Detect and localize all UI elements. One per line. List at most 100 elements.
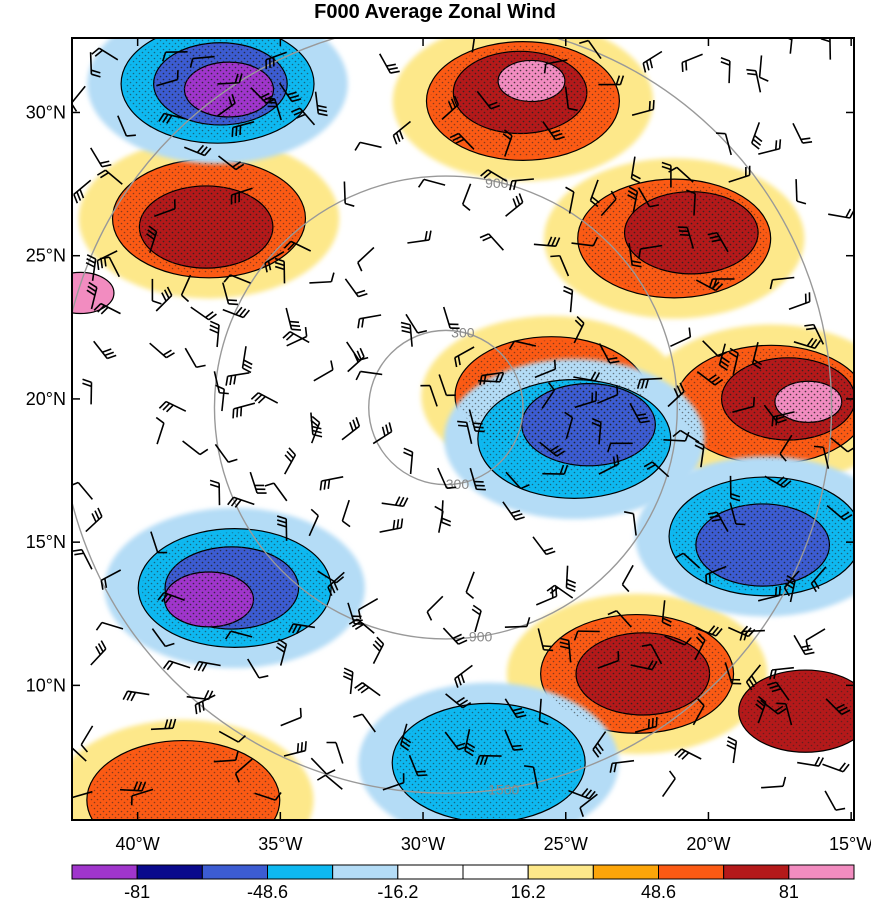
wind-barb — [631, 99, 655, 116]
wind-barb — [825, 698, 851, 716]
range-ring — [213, 175, 678, 640]
wind-barb — [158, 400, 187, 413]
range-ring — [72, 38, 833, 794]
wind-barb — [739, 629, 765, 641]
wind-barb — [85, 254, 97, 281]
wind-barb — [184, 347, 206, 369]
wind-barb — [454, 346, 475, 368]
wind-barb — [830, 437, 854, 453]
wind-barb — [347, 347, 365, 373]
significance-stipple — [90, 744, 277, 820]
wind-barb — [668, 166, 694, 183]
x-tick-label: 40°W — [116, 834, 160, 854]
wind-barb — [379, 53, 400, 74]
wind-barb — [72, 481, 94, 500]
wind-barb — [457, 420, 473, 444]
wind-barb — [442, 306, 460, 330]
wind-barb — [564, 411, 574, 440]
wind-barb — [392, 120, 412, 145]
wind-barb — [598, 343, 620, 364]
wind-barb — [826, 504, 853, 521]
wind-barb — [284, 447, 297, 475]
wind-barb — [426, 595, 444, 621]
wind-barb — [664, 635, 692, 646]
wind-barb — [534, 359, 557, 379]
wind-barb — [502, 129, 513, 157]
x-tick-label: 25°W — [544, 834, 588, 854]
colorbar-swatch — [332, 864, 399, 880]
wind-barb — [341, 499, 351, 528]
wind-barb — [405, 313, 428, 334]
wind-barb — [793, 337, 822, 349]
wind-barb — [461, 183, 472, 211]
range-ring-label: 300 — [446, 476, 470, 492]
wind-barb — [598, 454, 620, 475]
wind-barb — [319, 476, 344, 491]
range-ring-label: 1500 — [515, 25, 546, 41]
wind-barb — [150, 718, 177, 731]
colorbar-label: 48.6 — [641, 882, 676, 900]
wind-barb — [638, 244, 663, 259]
wind-barb — [804, 323, 825, 345]
wind-barb — [573, 316, 585, 344]
wind-barb — [630, 660, 658, 671]
wind-barb — [543, 59, 568, 74]
wind-barb — [471, 38, 477, 53]
wind-barb — [247, 658, 269, 679]
wind-barb — [130, 788, 154, 806]
wind-barb — [341, 417, 361, 441]
significance-stipple — [430, 45, 616, 157]
wind-barb — [623, 510, 637, 536]
wind-barb — [372, 422, 393, 445]
wind-barb — [250, 392, 279, 404]
wind-barb — [538, 698, 549, 726]
wind-barb — [769, 666, 794, 680]
wind-barb — [661, 770, 676, 798]
wind-barb — [275, 638, 288, 666]
wind-barb — [151, 278, 162, 305]
wind-barb — [231, 121, 255, 138]
wind-barb — [93, 302, 121, 315]
wind-barb — [213, 750, 239, 763]
wind-barb — [568, 787, 596, 800]
wind-barb — [600, 190, 617, 217]
wind-barb — [480, 169, 508, 182]
plot-frame — [71, 37, 855, 821]
significance-stipple — [395, 707, 582, 819]
wind-barb — [417, 178, 446, 188]
range-ring-label: 900 — [485, 175, 509, 191]
wind-barb — [782, 38, 794, 54]
wind-barb — [573, 371, 601, 382]
wind-barb — [218, 730, 246, 743]
x-axis: 40°W 35°W 30°W 25°W 20°W 15°W — [116, 38, 871, 854]
wind-barb — [149, 342, 175, 359]
colorbar-label: -81 — [124, 882, 150, 900]
wind-barb — [523, 765, 539, 789]
wind-barb — [537, 628, 554, 652]
wind-barb — [403, 447, 414, 475]
wind-barb — [265, 97, 282, 121]
wind-barb — [445, 693, 472, 709]
wind-barb — [718, 343, 730, 371]
wind-barb — [479, 371, 504, 386]
colorbar-swatch — [136, 864, 203, 880]
wind-barb — [218, 155, 245, 171]
wind-barb — [249, 471, 267, 494]
wind-barb — [223, 274, 251, 284]
wind-barb — [72, 548, 93, 570]
wind-barb — [222, 282, 239, 306]
wind-barb — [761, 776, 787, 789]
wind-barb — [184, 144, 212, 157]
colorbar: -81 -48.6 -16.2 16.2 48.6 81 — [71, 864, 855, 900]
wind-barb — [357, 246, 375, 272]
wind-barb — [355, 370, 383, 381]
wind-barb — [342, 667, 354, 695]
wind-barb — [357, 314, 382, 329]
x-tick-label: 15°W — [829, 834, 871, 854]
wind-barb — [313, 360, 334, 382]
wind-barb — [707, 231, 729, 253]
wind-barb — [694, 632, 706, 661]
wind-barb — [677, 226, 695, 249]
wind-barb — [100, 569, 122, 590]
wind-barb — [784, 574, 796, 603]
